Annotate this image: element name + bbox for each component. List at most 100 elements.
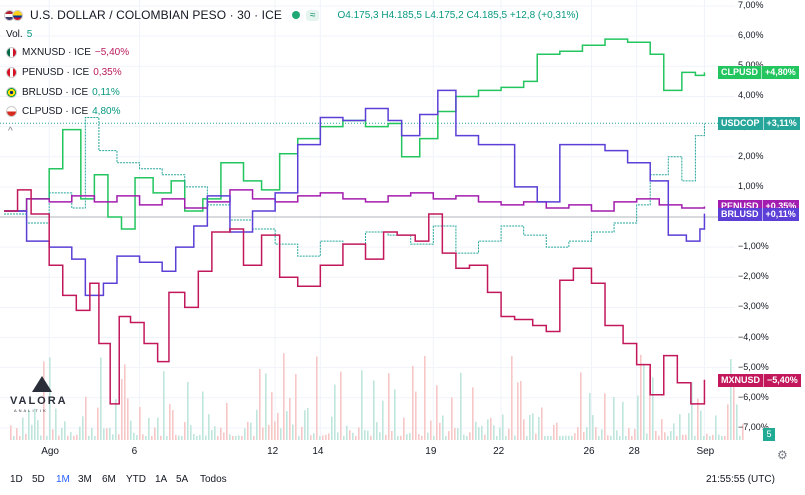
symbol-title[interactable]: U.S. DOLLAR / COLOMBIAN PESO · 30 · ICE <box>30 8 282 22</box>
legend-value: 0,35% <box>93 66 122 78</box>
legend-item-brlusd[interactable]: BRLUSD · ICE 0,11% <box>6 85 120 99</box>
series-line-brlusd[interactable] <box>4 89 706 297</box>
volume-bar <box>262 427 264 440</box>
volume-bar <box>268 424 270 440</box>
range-button-1m[interactable]: 1M <box>56 474 70 485</box>
volume-bar <box>76 434 78 440</box>
volume-bar <box>259 368 261 440</box>
volume-bar <box>499 427 501 440</box>
volume-bar <box>241 435 243 440</box>
mexico-flag-icon <box>6 46 17 58</box>
series-line-usdcop[interactable] <box>4 117 705 257</box>
volume-bar <box>430 420 432 440</box>
volume-bar <box>436 385 438 440</box>
volume-bar <box>490 417 492 440</box>
volume-bar <box>154 427 156 440</box>
volume-bar <box>79 426 81 440</box>
volume-bar <box>547 435 549 440</box>
range-button-1d[interactable]: 1D <box>10 474 23 485</box>
volume-bar <box>67 435 69 440</box>
volume-bar <box>121 379 123 440</box>
logo-subtitle: ANALITIK <box>14 408 48 413</box>
volume-bar <box>157 417 159 440</box>
logo-mark-icon <box>32 376 52 392</box>
volume-bar <box>103 428 105 440</box>
volume-bar <box>43 361 45 440</box>
volume-bar <box>100 357 102 440</box>
volume-bar <box>700 410 702 440</box>
volume-bar <box>526 435 528 440</box>
volume-bar <box>229 434 231 440</box>
volume-bar <box>223 432 225 440</box>
volume-bar <box>538 416 540 440</box>
range-button-3m[interactable]: 3M <box>78 474 92 485</box>
range-button-5d[interactable]: 5D <box>32 474 45 485</box>
volume-bar <box>130 420 132 440</box>
volume-bar <box>508 428 510 440</box>
volume-bar <box>412 365 414 440</box>
legend-name: BRLUSD · ICE <box>22 86 89 98</box>
volume-bar <box>511 356 513 440</box>
volume-bar <box>205 435 207 440</box>
volume-bar <box>706 433 708 440</box>
volume-bar <box>571 435 573 440</box>
peru-flag-icon <box>6 66 17 78</box>
volume-bar <box>661 419 663 440</box>
series-tag-name: USDCOP <box>718 117 763 131</box>
volume-bar <box>604 393 606 440</box>
volume-bar <box>343 435 345 440</box>
range-button-ytd[interactable]: YTD <box>126 474 146 485</box>
volume-bar <box>145 435 147 440</box>
volume-bar <box>448 431 450 440</box>
range-button-6m[interactable]: 6M <box>102 474 116 485</box>
volume-bar <box>271 392 273 440</box>
volume-bar <box>736 404 738 440</box>
volume-bar <box>172 410 174 440</box>
market-status-icon[interactable] <box>291 11 300 19</box>
volume-bar <box>34 408 36 440</box>
volume-bar <box>424 355 426 440</box>
y-tick-label: 6,00% <box>738 30 764 41</box>
range-button-todos[interactable]: Todos <box>200 474 227 485</box>
volume-bar <box>394 389 396 440</box>
range-button-5a[interactable]: 5A <box>176 474 189 485</box>
volume-bar <box>388 373 390 440</box>
legend-item-clpusd[interactable]: CLPUSD · ICE 4,80% <box>6 104 120 118</box>
volume-bar <box>724 435 726 440</box>
compare-badge[interactable]: ≈ <box>305 9 320 21</box>
volume-bar <box>703 435 705 440</box>
volume-bar <box>211 430 213 440</box>
gear-icon[interactable]: ⚙ <box>777 448 788 462</box>
chile-flag-icon <box>6 105 17 117</box>
volume-bar <box>25 433 27 440</box>
y-tick-label: 4,00% <box>738 90 764 101</box>
volume-bar <box>442 415 444 440</box>
volume-bar <box>367 430 369 440</box>
legend-item-penusd[interactable]: PENUSD · ICE 0,35% <box>6 65 122 79</box>
collapse-legend-icon[interactable]: ^ <box>8 126 13 137</box>
volume-bar <box>151 435 153 440</box>
volume-bar <box>232 435 234 440</box>
series-line-penusd[interactable] <box>4 189 706 212</box>
volume-bar <box>445 435 447 440</box>
volume-bar <box>679 414 681 440</box>
series-line-mxnusd[interactable] <box>4 189 706 405</box>
series-tag-value: +3,11% <box>762 117 800 131</box>
volume-bar <box>112 434 114 440</box>
volume-legend[interactable]: Vol. 5 <box>6 29 32 40</box>
volume-bar <box>238 435 240 440</box>
range-button-1a[interactable]: 1A <box>155 474 168 485</box>
volume-bar <box>364 430 366 440</box>
legend-item-mxnusd[interactable]: MXNUSD · ICE −5,40% <box>6 45 129 59</box>
volume-bar <box>655 430 657 440</box>
volume-bar <box>19 435 21 440</box>
y-tick-label: −7,00% <box>738 421 769 432</box>
volume-bar <box>337 432 339 440</box>
chart-header: U.S. DOLLAR / COLOMBIAN PESO · 30 · ICE … <box>4 7 579 23</box>
y-tick-label: −3,00% <box>738 301 769 312</box>
legend-name: MXNUSD · ICE <box>22 46 91 58</box>
clock[interactable]: 21:55:55 (UTC) <box>706 474 775 485</box>
volume-bar <box>478 427 480 440</box>
volume-bar <box>358 427 360 440</box>
